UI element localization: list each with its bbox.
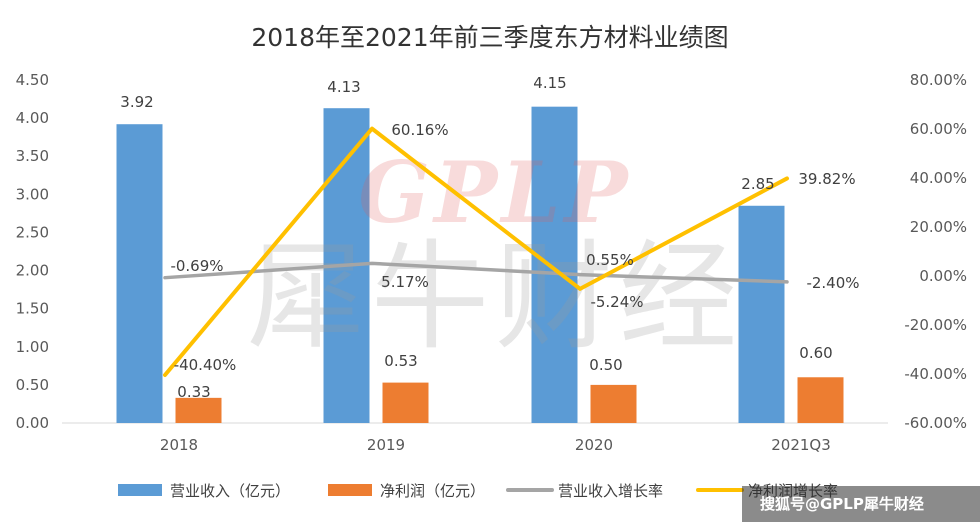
credit-text: 搜狐号@GPLP犀牛财经 xyxy=(760,495,924,513)
revenue-growth-label: -0.69% xyxy=(170,257,223,275)
y-left-tick-label: 3.50 xyxy=(16,147,49,165)
y-right-tick-label: 0.00% xyxy=(919,267,967,285)
revenue-growth-label: -2.40% xyxy=(806,274,859,292)
profit-growth-label: 60.16% xyxy=(391,121,448,139)
y-left-tick-label: 4.50 xyxy=(16,71,49,89)
y-left-tick-label: 2.00 xyxy=(16,262,49,280)
source-credit: 搜狐号@GPLP犀牛财经 xyxy=(742,486,980,522)
revenue-bar xyxy=(531,106,578,423)
profit-bar xyxy=(382,382,429,423)
profit-growth-label: -5.24% xyxy=(590,293,643,311)
revenue-value-label: 4.13 xyxy=(327,78,360,96)
y-right-tick-label: -60.00% xyxy=(904,414,967,432)
credit-background xyxy=(742,486,980,522)
revenue-value-label: 3.92 xyxy=(120,93,153,111)
axes: 0.00 0.50 1.00 1.50 2.00 2.50 3.00 3.50 4.00 4.50… xyxy=(16,71,967,454)
y-left-tick-label: 3.00 xyxy=(16,185,49,203)
y-left-tick-label: 0.00 xyxy=(16,414,49,432)
x-category-label: 2021Q3 xyxy=(771,436,831,454)
x-category-label: 2018 xyxy=(160,436,198,454)
watermark-latin: GPLP xyxy=(358,143,631,242)
profit-bar xyxy=(590,384,637,423)
profit-growth-line xyxy=(163,126,789,377)
bars xyxy=(116,106,844,424)
y-right-tick-label: 60.00% xyxy=(910,120,967,138)
x-category-label: 2020 xyxy=(575,436,613,454)
profit-bar xyxy=(175,397,222,423)
data-labels: 3.92 4.13 4.15 2.85 0.33 0.53 0.50 0.60 -0.69% 5.… xyxy=(120,74,859,401)
y-left-tick-label: 4.00 xyxy=(16,109,49,127)
legend-label: 营业收入（亿元） xyxy=(170,482,290,500)
revenue-bar xyxy=(116,124,163,423)
lines xyxy=(163,126,789,377)
profit-value-label: 0.60 xyxy=(799,344,832,362)
legend-label: 营业收入增长率 xyxy=(558,482,663,500)
x-category-label: 2019 xyxy=(367,436,405,454)
revenue-growth-line xyxy=(163,261,789,284)
y-right-tick-label: 40.00% xyxy=(910,169,967,187)
profit-value-label: 0.53 xyxy=(384,352,417,370)
watermark-cjk: 犀牛财经 xyxy=(247,228,743,366)
profit-value-label: 0.33 xyxy=(177,383,210,401)
y-left-tick-label: 1.00 xyxy=(16,338,49,356)
revenue-value-label: 4.15 xyxy=(533,74,566,92)
legend-swatch xyxy=(328,484,372,496)
watermark: GPLP犀牛财经 xyxy=(247,143,743,366)
y-right-tick-label: -40.00% xyxy=(904,365,967,383)
revenue-growth-label: 5.17% xyxy=(381,273,429,291)
y-right-tick-label: -20.00% xyxy=(904,316,967,334)
y-left-tick-label: 2.50 xyxy=(16,223,49,241)
y-right-tick-label: 80.00% xyxy=(910,71,967,89)
revenue-growth-label: 0.55% xyxy=(586,251,634,269)
chart-title: 2018年至2021年前三季度东方材料业绩图 xyxy=(251,23,728,52)
y-left-tick-label: 1.50 xyxy=(16,300,49,318)
legend-swatch xyxy=(118,484,162,496)
y-left-tick-label: 0.50 xyxy=(16,376,49,394)
profit-growth-label: 39.82% xyxy=(798,170,855,188)
profit-value-label: 0.50 xyxy=(589,356,622,374)
revenue-bar xyxy=(738,205,785,423)
y-right-tick-label: 20.00% xyxy=(910,218,967,236)
revenue-value-label: 2.85 xyxy=(741,175,774,193)
profit-growth-label: -40.40% xyxy=(174,356,237,374)
profit-bar xyxy=(797,377,844,423)
legend-label: 净利润（亿元） xyxy=(380,482,485,500)
